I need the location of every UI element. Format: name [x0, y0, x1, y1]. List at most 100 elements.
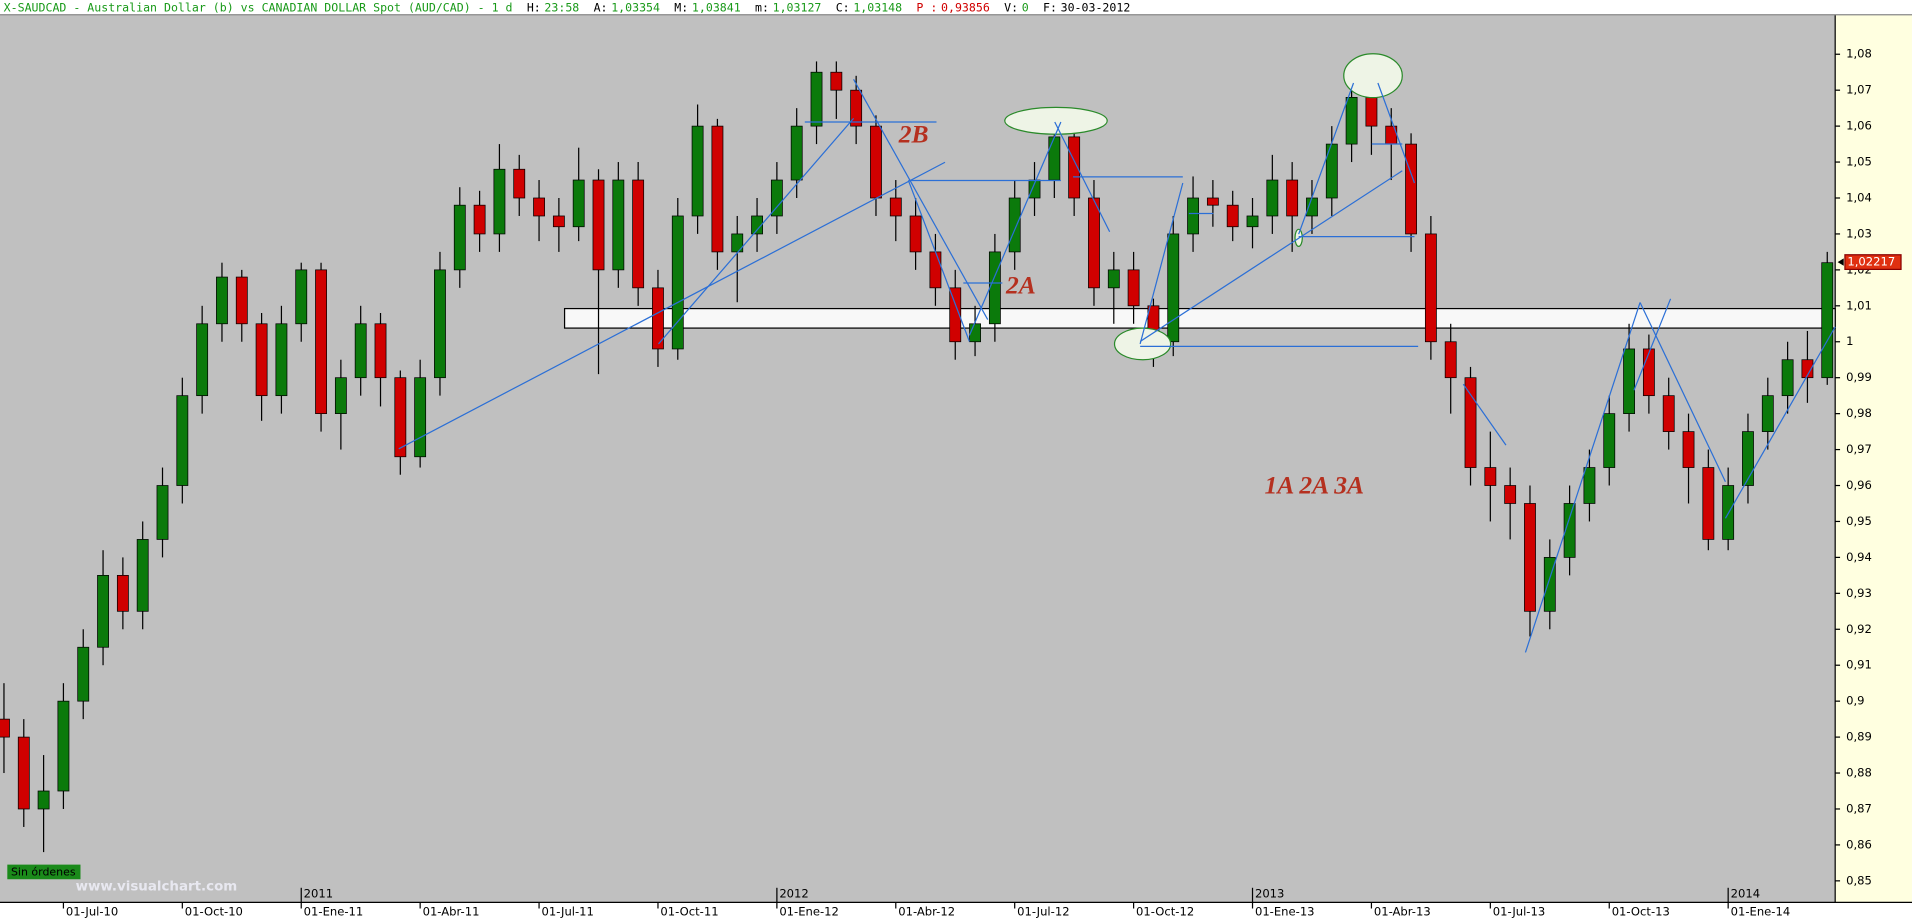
- field-value: 1,03148: [853, 0, 902, 14]
- field-value: 23:58: [544, 0, 579, 14]
- candle-body: [1543, 557, 1556, 612]
- candle-body: [1603, 413, 1616, 468]
- candle-body: [513, 168, 526, 199]
- candle-body: [1405, 143, 1417, 235]
- candle-body: [1781, 359, 1794, 397]
- candle-body: [770, 179, 783, 217]
- candle-body: [652, 287, 664, 350]
- y-tick-label: 0,86: [1846, 837, 1872, 851]
- candles: [0, 61, 1834, 853]
- x-tick-label: 01-Ene-11: [304, 905, 364, 919]
- last-price-arrow: [1837, 258, 1844, 266]
- candle-body: [1563, 503, 1576, 558]
- y-tick-label: 0,91: [1846, 658, 1872, 672]
- last-price-box: [1844, 254, 1902, 271]
- x-tick-label: 01-Oct-13: [1612, 905, 1670, 919]
- field-value: 0: [1022, 0, 1029, 14]
- annotation: 1A 2A 3A: [1265, 471, 1365, 500]
- candle-body: [949, 287, 962, 343]
- status-badge: [7, 864, 81, 880]
- field-label: H:: [527, 0, 541, 14]
- y-tick-label: 0,88: [1846, 766, 1872, 780]
- field-label: F:: [1043, 0, 1057, 14]
- x-tick-label: 01-Ene-12: [779, 905, 839, 919]
- candle-body: [1444, 341, 1457, 379]
- candle-body: [1583, 467, 1596, 504]
- candle-body: [156, 485, 169, 540]
- y-tick-label: 0,92: [1846, 622, 1872, 636]
- field-label: C:: [836, 0, 850, 14]
- trend-line: [398, 161, 946, 450]
- trend-line: [853, 79, 989, 320]
- candle-body: [275, 323, 288, 397]
- x-tick-label: 01-Abr-13: [1374, 905, 1431, 919]
- field-label: A:: [594, 0, 608, 14]
- candle-body: [1821, 262, 1834, 379]
- y-tick-label: 1: [1846, 334, 1853, 348]
- trend-line: [1139, 182, 1184, 345]
- field-value: 30-03-2012: [1061, 0, 1131, 14]
- candle-body: [116, 574, 129, 612]
- y-tick-label: 0,87: [1846, 801, 1872, 815]
- candle-body: [493, 168, 506, 235]
- axes: 0,85 0,86 0,87 0,88 0,89 0,9 0,91 0,92 0,93 0,94 0…: [62, 47, 1902, 919]
- candle-body: [334, 377, 347, 415]
- x-tick-label: 01-Jul-12: [1017, 905, 1069, 919]
- candle-body: [1365, 96, 1378, 127]
- trend-line: [1524, 302, 1641, 653]
- candle-body: [1742, 431, 1754, 486]
- field-label: m:: [755, 0, 769, 14]
- candle-body: [1266, 179, 1279, 217]
- candle-body: [1187, 197, 1199, 235]
- candle-body: [533, 197, 545, 217]
- x-tick-label: 01-Oct-10: [185, 905, 243, 919]
- candle-body: [909, 215, 922, 253]
- trend-line: [1633, 298, 1672, 391]
- x-tick-label: 01-Jul-10: [66, 905, 118, 919]
- candle-body: [850, 89, 863, 127]
- header: X-SAUDCAD - Australian Dollar (b) vs CAN…: [4, 0, 1131, 14]
- y-tick-label: 1,08: [1846, 47, 1872, 61]
- candle-body: [572, 179, 585, 228]
- candle-body: [691, 125, 704, 217]
- candle-body: [969, 323, 981, 343]
- candle-body: [136, 539, 149, 612]
- candle-body: [1167, 233, 1180, 343]
- field-label: V:: [1004, 0, 1018, 14]
- trend-line: [907, 180, 970, 342]
- support-zone: [563, 307, 1836, 329]
- trend-line: [968, 121, 1062, 336]
- candle-body: [354, 323, 367, 379]
- y-tick-label: 0,85: [1846, 873, 1872, 887]
- candle-body: [255, 323, 268, 397]
- y-tick-label: 1,07: [1846, 83, 1872, 97]
- candle-body: [1424, 233, 1437, 343]
- trend-line: [1377, 82, 1416, 184]
- candle-body: [1504, 485, 1517, 504]
- candle-body: [929, 251, 942, 289]
- trend-line: [1139, 170, 1403, 343]
- y-tick-label: 0,95: [1846, 514, 1872, 528]
- y-tick-label: 1,06: [1846, 119, 1872, 133]
- y-tick-label: 1,04: [1846, 190, 1872, 204]
- candle-body: [1464, 377, 1477, 468]
- candle-body: [17, 736, 30, 810]
- ellipse: [1004, 106, 1108, 135]
- candle-body: [830, 71, 843, 91]
- x-tick-label: 01-Ene-13: [1255, 905, 1315, 919]
- trend-line: [1054, 121, 1111, 233]
- candle-body: [1345, 96, 1358, 145]
- candle-body: [1761, 395, 1774, 432]
- candle-body: [592, 179, 605, 271]
- candle-body: [37, 790, 50, 810]
- candle-body: [612, 179, 625, 271]
- plot-area: [0, 14, 1836, 903]
- candle-body: [711, 125, 724, 253]
- y-tick-label: 0,89: [1846, 730, 1872, 744]
- drawings: [398, 53, 1836, 653]
- candle-body: [1127, 269, 1140, 307]
- candle-body: [731, 233, 744, 253]
- candle-body: [315, 269, 327, 415]
